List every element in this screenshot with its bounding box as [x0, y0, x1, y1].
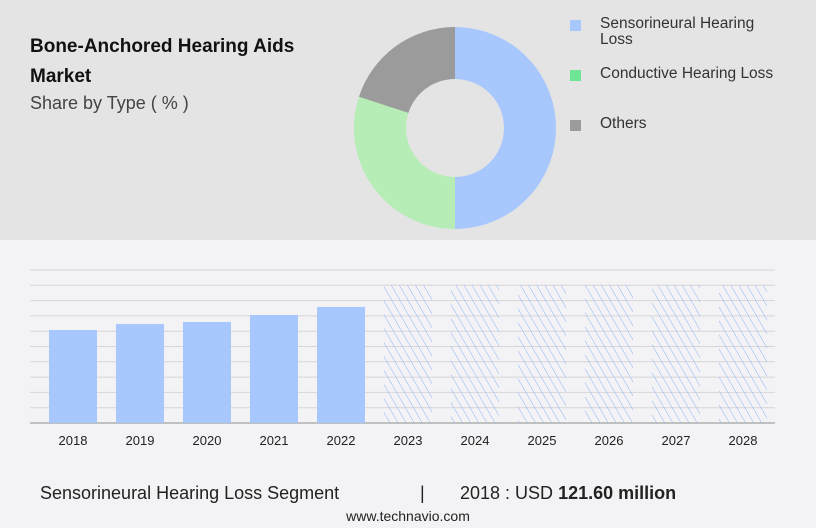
x-tick-label: 2024: [461, 433, 490, 448]
footer-value-amount: 121.60 million: [558, 483, 677, 503]
x-tick-label: 2025: [528, 433, 557, 448]
x-tick-label: 2027: [662, 433, 691, 448]
donut-slice-2: [358, 27, 455, 113]
forecast-bar-2025: [518, 285, 566, 423]
forecast-bar-2027: [652, 285, 700, 423]
forecast-bar-2026: [585, 285, 633, 423]
x-tick-label: 2026: [595, 433, 624, 448]
forecast-bar-2028: [719, 285, 767, 423]
legend-item-sensorineural: Sensorineural Hearing Loss: [570, 16, 810, 50]
bar-2020: [183, 321, 231, 423]
footer-segment: Sensorineural Hearing Loss Segment: [40, 483, 340, 503]
chart-subtitle: Share by Type ( % ): [30, 93, 189, 113]
bar-2021: [250, 315, 298, 423]
legend-swatch: [570, 120, 581, 131]
x-tick-label: 2023: [394, 433, 423, 448]
bar-2019: [116, 324, 164, 423]
legend-swatch: [570, 20, 581, 31]
x-tick-label: 2020: [193, 433, 222, 448]
x-tick-label: 2022: [327, 433, 356, 448]
legend-label: Sensorineural Hearing Loss: [600, 15, 755, 48]
footer-year-label: 2018 : USD: [460, 483, 554, 503]
x-tick-label: 2019: [126, 433, 155, 448]
x-tick-label: 2021: [260, 433, 289, 448]
x-tick-label: 2028: [729, 433, 758, 448]
bar-2018: [49, 330, 97, 423]
donut-slice-0: [455, 27, 556, 229]
legend-label: Others: [600, 115, 647, 132]
x-tick-label: 2018: [59, 433, 88, 448]
legend-item-conductive: Conductive Hearing Loss: [570, 66, 810, 100]
chart-title: Bone-Anchored Hearing Aids Market: [30, 36, 295, 87]
footer-separator: |: [420, 483, 425, 503]
footer-value: 2018 : USD 121.60 million: [460, 483, 676, 504]
donut-slice-1: [353, 96, 455, 230]
forecast-bar-2023: [384, 285, 432, 423]
site-url: www.technavio.com: [346, 508, 470, 524]
legend: Sensorineural Hearing Loss Conductive He…: [570, 16, 810, 146]
legend-item-others: Others: [570, 116, 810, 150]
bar-2022: [317, 306, 365, 423]
forecast-bar-2024: [451, 285, 499, 423]
legend-swatch: [570, 70, 581, 81]
legend-label: Conductive Hearing Loss: [600, 65, 774, 82]
